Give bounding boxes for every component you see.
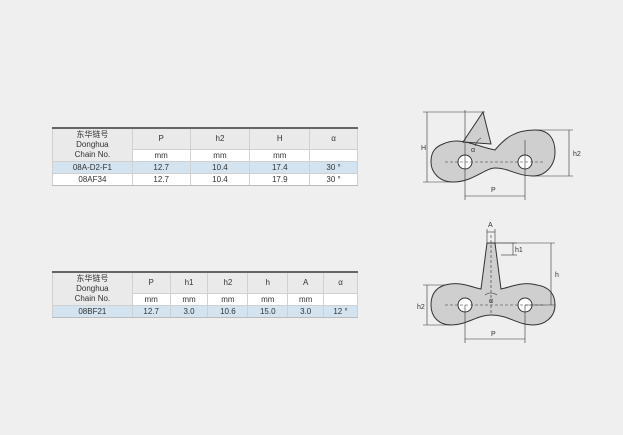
value-cell: 10.4 bbox=[189, 161, 251, 174]
value-cell: 3.0 bbox=[169, 305, 209, 318]
unit-cell: mm bbox=[169, 293, 209, 306]
dim-label-p: P bbox=[491, 187, 496, 194]
label-line-cn: 东华链号 bbox=[76, 274, 109, 283]
chain-spec-table-2: 东华链号 Donghua Chain No. P h1 h2 h A α mm … bbox=[52, 271, 358, 318]
col-header-h2: h2 bbox=[189, 127, 251, 150]
chain-no-cell: 08A-D2-F1 bbox=[52, 161, 133, 174]
table-row: 08BF21 12.7 3.0 10.6 15.0 3.0 12 ° bbox=[52, 305, 358, 318]
dim-label-alpha: α bbox=[489, 298, 493, 305]
chain-no-cell: 08AF34 bbox=[52, 173, 133, 186]
unit-cell bbox=[309, 149, 358, 162]
link-plate-shape bbox=[430, 242, 556, 326]
table1-chain-no-label: 东华链号 Donghua Chain No. bbox=[52, 127, 133, 162]
value-cell: 17.9 bbox=[249, 173, 311, 186]
unit-cell: mm bbox=[207, 293, 249, 306]
chain-attachment-diagram-2: A h1 h h2 α P bbox=[417, 222, 559, 343]
value-cell: 12.7 bbox=[131, 161, 191, 174]
unit-cell: mm bbox=[247, 293, 289, 306]
unit-cell: mm bbox=[189, 149, 251, 162]
dim-label-p: P bbox=[491, 331, 496, 338]
unit-cell: mm bbox=[249, 149, 311, 162]
value-cell: 3.0 bbox=[287, 305, 325, 318]
dim-label-h: H bbox=[421, 145, 426, 152]
unit-cell: mm bbox=[131, 293, 171, 306]
col-header-a: A bbox=[287, 271, 325, 294]
label-line-en2: Chain No. bbox=[74, 294, 111, 303]
unit-cell: mm bbox=[131, 149, 191, 162]
value-cell: 12.7 bbox=[131, 305, 171, 318]
value-cell: 17.4 bbox=[249, 161, 311, 174]
link-plate-shape bbox=[430, 110, 556, 183]
table1-header-row: 东华链号 Donghua Chain No. P h2 H α bbox=[52, 127, 358, 162]
value-cell: 12 ° bbox=[323, 305, 358, 318]
col-header-h2: h2 bbox=[207, 271, 249, 294]
value-cell: 15.0 bbox=[247, 305, 289, 318]
dim-label-a: A bbox=[488, 222, 493, 229]
col-header-p: P bbox=[131, 127, 191, 150]
col-header-alpha: α bbox=[323, 271, 358, 294]
dim-label-alpha: α bbox=[471, 147, 475, 154]
label-line-cn: 东华链号 bbox=[76, 130, 109, 139]
dim-label-h1: h1 bbox=[515, 247, 523, 254]
dim-label-h2: h2 bbox=[573, 151, 581, 158]
table2-header-row: 东华链号 Donghua Chain No. P h1 h2 h A α bbox=[52, 271, 358, 306]
table-row: 08AF34 12.7 10.4 17.9 30 ° bbox=[52, 173, 358, 186]
table-row: 08A-D2-F1 12.7 10.4 17.4 30 ° bbox=[52, 161, 358, 174]
unit-cell: mm bbox=[287, 293, 325, 306]
label-line-en1: Donghua bbox=[76, 140, 109, 149]
dim-label-h: h bbox=[555, 272, 559, 279]
label-line-en1: Donghua bbox=[76, 284, 109, 293]
label-line-en2: Chain No. bbox=[74, 150, 111, 159]
col-header-h: H bbox=[249, 127, 311, 150]
table2-units-row: mm mm mm mm mm bbox=[53, 293, 358, 306]
dimension-lines bbox=[423, 110, 573, 200]
chain-attachment-diagram-1: H h2 α P bbox=[421, 110, 581, 200]
chain-no-cell: 08BF21 bbox=[52, 305, 133, 318]
col-header-alpha: α bbox=[309, 127, 358, 150]
dim-label-h2: h2 bbox=[417, 304, 425, 311]
col-header-h: h bbox=[247, 271, 289, 294]
value-cell: 30 ° bbox=[309, 161, 358, 174]
value-cell: 12.7 bbox=[131, 173, 191, 186]
unit-cell bbox=[323, 293, 358, 306]
value-cell: 30 ° bbox=[309, 173, 358, 186]
col-header-p: P bbox=[131, 271, 171, 294]
chain-spec-table-1: 东华链号 Donghua Chain No. P h2 H α mm mm mm… bbox=[52, 127, 358, 186]
dimension-lines bbox=[423, 229, 555, 343]
col-header-h1: h1 bbox=[169, 271, 209, 294]
value-cell: 10.6 bbox=[207, 305, 249, 318]
table2-chain-no-label: 东华链号 Donghua Chain No. bbox=[52, 271, 133, 306]
value-cell: 10.4 bbox=[189, 173, 251, 186]
